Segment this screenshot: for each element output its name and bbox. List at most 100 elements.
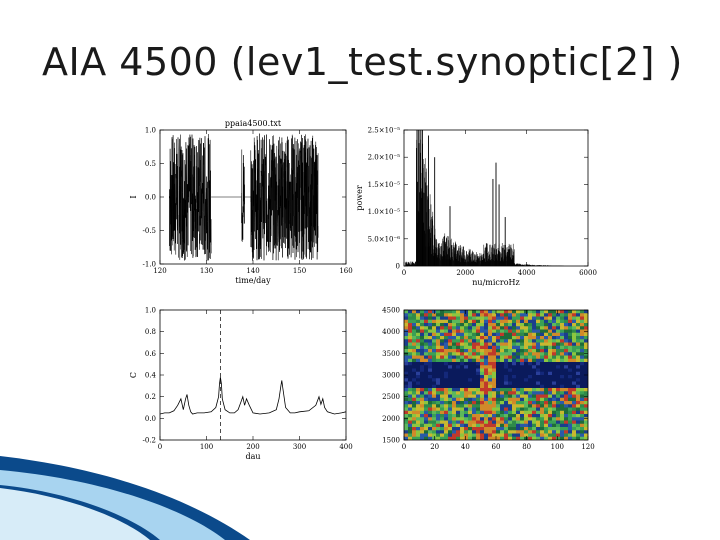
heatmap-cell — [420, 329, 425, 334]
heatmap-cell — [568, 371, 573, 376]
heatmap-cell — [444, 427, 449, 431]
y-tick-label: 5.0×10⁻⁶ — [368, 235, 401, 243]
heatmap-cell — [564, 345, 569, 350]
heatmap-cell — [456, 404, 461, 408]
heatmap-cell — [560, 407, 565, 412]
heatmap-cell — [504, 342, 509, 347]
heatmap-cell — [476, 319, 481, 324]
heatmap-cell — [544, 355, 549, 360]
heatmap-cell — [556, 378, 561, 382]
series-line-power — [405, 130, 564, 266]
heatmap-cell — [540, 388, 545, 392]
heatmap-cell — [504, 323, 509, 327]
heatmap-cell — [420, 427, 425, 431]
heatmap-cell — [440, 420, 445, 425]
heatmap-cell — [528, 316, 533, 321]
heatmap-cell — [564, 388, 569, 392]
heatmap-cell — [544, 394, 549, 399]
heatmap-cell — [544, 310, 549, 314]
heatmap-cell — [440, 404, 445, 408]
heatmap-cell — [412, 310, 417, 314]
heatmap-cell — [404, 371, 409, 376]
heatmap-cell — [524, 407, 529, 412]
heatmap-cell — [520, 371, 525, 376]
heatmap-cell — [492, 342, 497, 347]
heatmap-cell — [452, 433, 457, 438]
heatmap-cell — [468, 384, 473, 389]
heatmap-cell — [556, 397, 561, 402]
heatmap-cell — [412, 323, 417, 327]
heatmap-cell — [524, 355, 529, 360]
heatmap-cell — [556, 381, 561, 386]
heatmap-cell — [560, 401, 565, 405]
heatmap-cell — [584, 384, 588, 389]
heatmap-cell — [412, 355, 417, 360]
heatmap-cell — [500, 336, 505, 340]
heatmap-cell — [528, 388, 533, 392]
heatmap-cell — [440, 427, 445, 431]
heatmap-cell — [500, 430, 505, 434]
heatmap-cell — [512, 329, 517, 334]
heatmap-cell — [456, 313, 461, 317]
heatmap-cell — [424, 378, 429, 382]
heatmap-cell — [468, 349, 473, 353]
x-tick-label: 40 — [461, 443, 470, 451]
heatmap-cell — [448, 368, 453, 373]
heatmap-cell — [516, 381, 521, 386]
heatmap-cell — [564, 378, 569, 382]
heatmap-cell — [416, 381, 421, 386]
heatmap-cell — [540, 423, 545, 428]
heatmap-cell — [540, 430, 545, 434]
heatmap-cell — [416, 384, 421, 389]
heatmap-cell — [492, 404, 497, 408]
heatmap-cell — [484, 391, 489, 395]
heatmap-cell — [404, 349, 409, 353]
heatmap-cell — [460, 316, 465, 321]
heatmap-cell — [456, 394, 461, 399]
heatmap-cell — [568, 358, 573, 363]
heatmap-cell — [504, 378, 509, 382]
heatmap-cell — [512, 401, 517, 405]
heatmap-cell — [436, 323, 441, 327]
heatmap-cell — [528, 381, 533, 386]
heatmap-cell — [460, 342, 465, 347]
heatmap-cell — [564, 401, 569, 405]
heatmap-cell — [420, 423, 425, 428]
heatmap-cell — [468, 414, 473, 418]
heatmap-cell — [472, 365, 477, 369]
heatmap-cell — [412, 378, 417, 382]
heatmap-cell — [508, 339, 513, 343]
heatmap-cell — [516, 316, 521, 321]
heatmap-cell — [580, 404, 585, 408]
heatmap-cell — [568, 436, 573, 440]
heatmap-cell — [580, 407, 585, 412]
heatmap-cell — [500, 362, 505, 366]
heatmap-cell — [560, 368, 565, 373]
heatmap-cell — [468, 433, 473, 438]
heatmap-cell — [524, 417, 529, 421]
heatmap-cell — [572, 423, 577, 428]
heatmap-cell — [492, 420, 497, 425]
heatmap-cell — [572, 394, 577, 399]
heatmap-cell — [584, 378, 588, 382]
heatmap-cell — [420, 391, 425, 395]
heatmap-cell — [464, 319, 469, 324]
heatmap-cell — [404, 329, 409, 334]
x-tick-label: 100 — [200, 443, 213, 451]
heatmap-cell — [548, 310, 553, 314]
heatmap-cell — [540, 323, 545, 327]
heatmap-cell — [444, 332, 449, 337]
heatmap-cell — [408, 417, 413, 421]
heatmap-cell — [516, 332, 521, 337]
heatmap-cell — [436, 371, 441, 376]
heatmap-cell — [500, 410, 505, 415]
heatmap-cell — [520, 427, 525, 431]
heatmap-cell — [572, 388, 577, 392]
heatmap-cell — [484, 420, 489, 425]
heatmap-cell — [480, 352, 485, 356]
heatmap-cell — [468, 381, 473, 386]
heatmap-cell — [412, 404, 417, 408]
heatmap-cell — [428, 339, 433, 343]
heatmap-cell — [440, 365, 445, 369]
heatmap-cell — [556, 420, 561, 425]
